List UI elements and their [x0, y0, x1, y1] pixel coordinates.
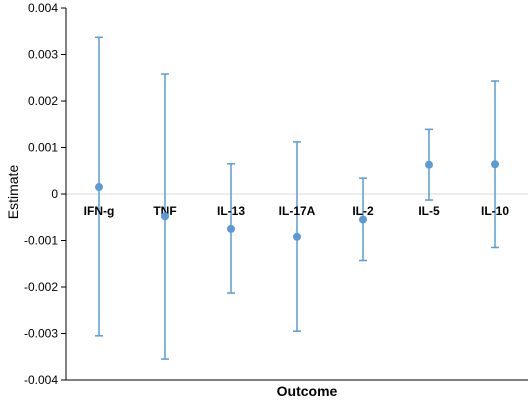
y-tick-label: 0	[51, 187, 58, 201]
estimate-point	[227, 224, 235, 233]
data-point-group: IL-13	[217, 163, 245, 294]
y-tick-label: 0.001	[28, 141, 58, 155]
category-label: IL-2	[352, 204, 374, 218]
series-estimates: IFN-g TNF IL-13 IL-17A IL-2 IL-5 IL-10	[84, 36, 509, 360]
category-label: IL-5	[418, 204, 440, 218]
data-point-group: IL-5	[418, 128, 440, 218]
estimate-point	[293, 232, 301, 241]
estimate-point	[161, 212, 169, 221]
estimate-point	[491, 160, 499, 169]
estimate-point	[359, 215, 367, 224]
category-label: TNF	[153, 204, 176, 218]
y-tick-label: -0.003	[24, 327, 58, 341]
estimate-point	[425, 160, 433, 169]
category-label: IL-10	[481, 204, 509, 218]
y-tick-label: 0.002	[28, 94, 58, 108]
category-label: IFN-g	[84, 204, 115, 218]
data-point-group: TNF	[153, 73, 177, 360]
data-point-group: IL-17A	[279, 141, 316, 332]
y-axis-title: Estimate	[5, 165, 21, 220]
y-tick-label: -0.001	[24, 234, 58, 248]
y-tick-label: 0.004	[28, 1, 58, 15]
category-label: IL-13	[217, 204, 245, 218]
data-point-group: IFN-g	[84, 36, 115, 337]
y-axis-ticks: 0.004 0.003 0.002 0.001 0 -0.001 -0.002 -0.003 -…	[24, 1, 66, 387]
x-axis-title: Outcome	[277, 383, 338, 399]
estimate-point	[95, 183, 103, 192]
data-point-group: IL-2	[352, 177, 374, 262]
y-tick-label: -0.002	[24, 280, 58, 294]
y-tick-label: -0.004	[24, 373, 58, 387]
data-point-group: IL-10	[481, 80, 509, 249]
y-tick-label: 0.003	[28, 48, 58, 62]
category-label: IL-17A	[279, 204, 316, 218]
